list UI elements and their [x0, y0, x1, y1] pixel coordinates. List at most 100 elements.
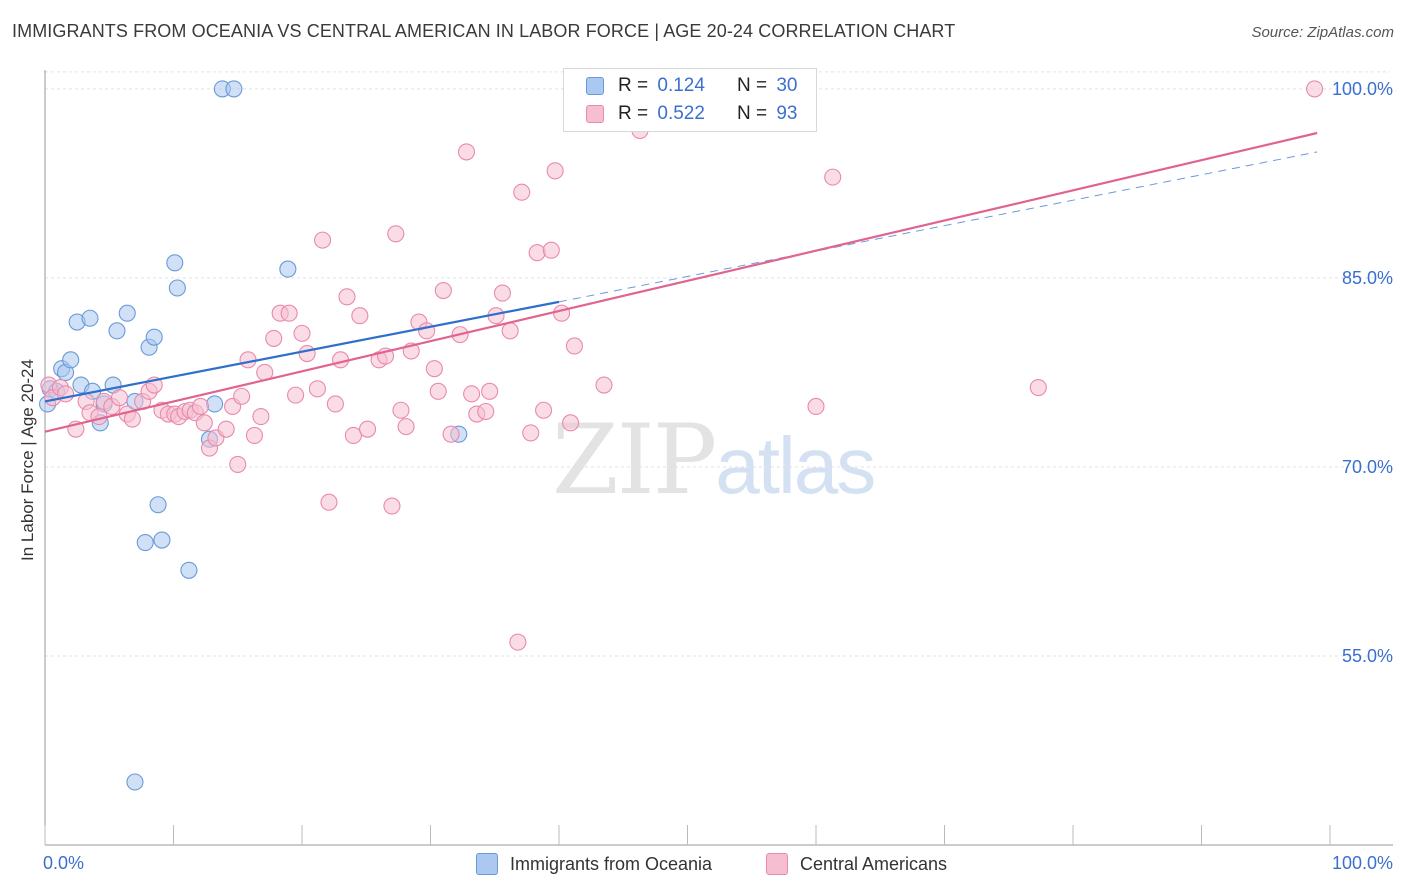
watermark-atlas: atlas: [715, 421, 876, 510]
central-american-point: [326, 395, 344, 413]
central-american-point: [565, 337, 583, 355]
central-american-point: [298, 344, 316, 363]
oceania-point: [279, 260, 297, 278]
stats-r-label: R =: [618, 103, 649, 124]
central-american-point: [463, 385, 481, 403]
central-american-point: [501, 322, 519, 340]
central-american-point: [358, 420, 377, 438]
stats-n-label: N =: [736, 75, 768, 96]
oceania-point: [166, 254, 184, 272]
oceania-trendline: [44, 300, 560, 403]
central-american-point: [442, 425, 460, 443]
stats-r-value: 0.522: [657, 103, 705, 124]
oceania-point: [108, 322, 126, 340]
central-american-point: [397, 418, 415, 436]
chart-title: IMMIGRANTS FROM OCEANIA VS CENTRAL AMERI…: [12, 21, 956, 41]
y-tick-label: 100.0%: [1332, 79, 1393, 99]
central-american-point: [195, 414, 213, 432]
oceania-point: [149, 496, 167, 514]
central-american-point: [245, 426, 264, 444]
central-american-point: [320, 493, 338, 511]
source-label: Source: ZipAtlas.com: [1251, 24, 1394, 41]
central-american-point: [513, 183, 531, 201]
central-american-point: [229, 455, 247, 473]
oceania-point: [180, 561, 198, 579]
stats-box: R = 0.124 N = 30 R = 0.522 N = 93: [563, 68, 817, 132]
central-american-point: [314, 231, 332, 249]
stats-n-value: 30: [776, 75, 798, 96]
stats-row-pink: R = 0.522 N = 93: [586, 100, 797, 128]
central-american-point: [387, 225, 405, 243]
central-american-point: [509, 633, 527, 651]
central-american-point: [233, 387, 251, 405]
stats-r-value: 0.124: [657, 75, 705, 96]
central-american-point: [434, 281, 452, 300]
central-american-point: [429, 382, 447, 400]
watermark: ZIPatlas: [552, 404, 876, 516]
y-tick-label: 55.0%: [1342, 646, 1393, 666]
central-american-point: [535, 401, 553, 419]
oceania-point: [136, 534, 154, 552]
central-american-point: [338, 288, 356, 306]
central-american-point: [110, 389, 129, 407]
stats-n-value: 93: [776, 103, 798, 124]
central-american-point: [293, 324, 311, 342]
oceania-point: [145, 328, 163, 346]
central-american-point: [457, 143, 476, 161]
x-tick-label: 0.0%: [43, 853, 84, 873]
central-american-point: [595, 376, 613, 394]
y-tick-label: 85.0%: [1342, 268, 1393, 288]
stats-row-blue: R = 0.124 N = 30: [586, 72, 797, 100]
central-american-point: [562, 414, 580, 432]
central-american-point: [493, 284, 512, 302]
central-american-point: [280, 304, 298, 322]
legend-item-oceania: Immigrants from Oceania: [476, 852, 712, 876]
central-american-point: [287, 386, 305, 404]
central-american-point: [1029, 379, 1047, 397]
oceania-point: [126, 773, 144, 791]
central-american-point: [553, 304, 571, 322]
central-american-point: [265, 329, 283, 347]
y-axis-label: In Labor Force | Age 20-24: [18, 359, 37, 561]
central-american-point: [546, 162, 564, 180]
y-tick-label: 70.0%: [1342, 457, 1393, 477]
oceania-trend-extension: [558, 151, 1318, 303]
oceania-point: [62, 351, 80, 369]
legend-item-central-americans: Central Americans: [766, 852, 947, 876]
stats-n-label: N =: [736, 103, 768, 124]
central-american-point: [824, 168, 842, 186]
watermark-zip: ZIP: [552, 404, 717, 516]
central-american-point: [239, 351, 257, 369]
central-american-point: [252, 407, 270, 426]
central-american-point: [217, 420, 235, 438]
oceania-point: [118, 304, 136, 322]
oceania-point: [81, 309, 99, 327]
central-american-point: [191, 397, 210, 416]
blue-legend-swatch-icon: [476, 853, 498, 875]
central-american-trendline: [44, 131, 1318, 433]
central-american-point: [383, 497, 401, 515]
central-american-point: [351, 307, 369, 325]
x-tick-label: 100.0%: [1332, 853, 1393, 873]
oceania-point: [206, 395, 224, 413]
oceania-point: [168, 279, 186, 297]
oceania-point: [153, 531, 171, 549]
blue-swatch-icon: [586, 77, 604, 95]
central-american-point: [522, 424, 540, 442]
pink-swatch-icon: [586, 105, 604, 123]
central-american-point: [1306, 80, 1324, 98]
central-american-point: [308, 380, 326, 398]
central-american-point: [477, 402, 495, 421]
central-american-point: [344, 426, 362, 444]
central-american-point: [528, 244, 546, 262]
oceania-point: [225, 80, 243, 98]
central-american-point: [807, 397, 825, 416]
legend-label: Central Americans: [800, 853, 948, 874]
central-american-point: [418, 322, 436, 340]
pink-legend-swatch-icon: [766, 853, 788, 875]
stats-r-label: R =: [618, 75, 649, 96]
central-american-point: [392, 401, 410, 419]
central-american-point: [542, 241, 560, 259]
central-american-point: [481, 382, 499, 400]
